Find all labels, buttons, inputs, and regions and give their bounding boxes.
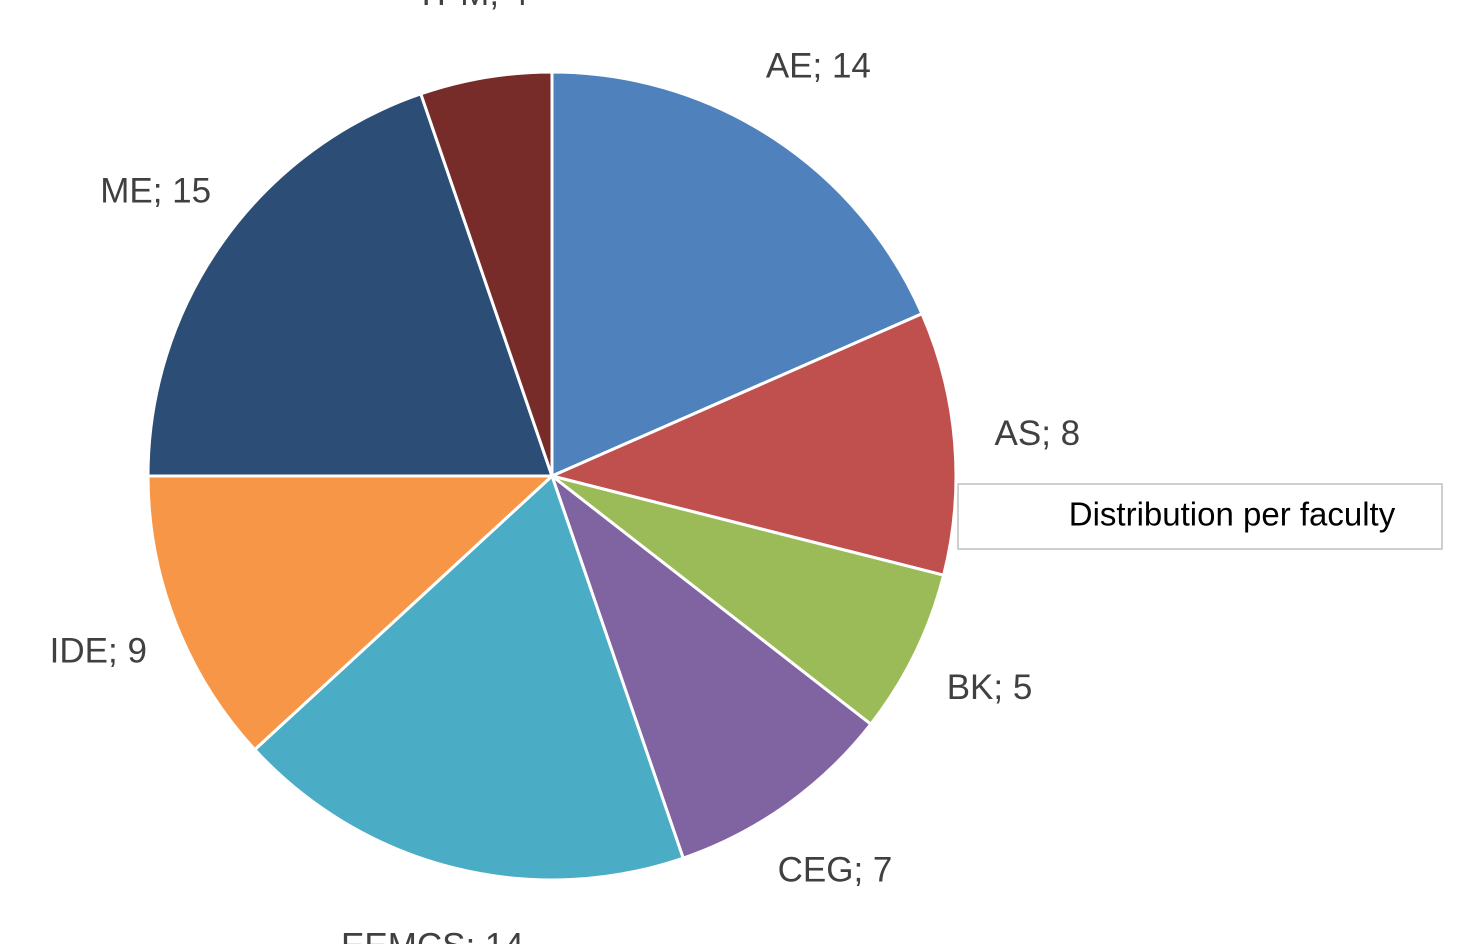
chart-title: Distribution per faculty bbox=[1069, 496, 1396, 533]
pie-slice bbox=[419, 70, 554, 478]
data-label: TPM; 4 bbox=[415, 0, 528, 13]
data-label: AS; 8 bbox=[995, 414, 1081, 453]
pie-slice bbox=[550, 474, 873, 860]
pie-slice bbox=[550, 474, 946, 726]
data-label: IDE; 9 bbox=[50, 631, 147, 670]
pie-slice bbox=[146, 92, 554, 478]
pie-slice bbox=[253, 474, 685, 882]
data-label: AE; 14 bbox=[766, 47, 871, 86]
title-box bbox=[957, 483, 1443, 550]
pie-slice bbox=[550, 70, 924, 478]
data-label: ME; 15 bbox=[100, 171, 211, 210]
data-label: CEG; 7 bbox=[778, 851, 893, 890]
data-label: BK; 5 bbox=[947, 668, 1033, 707]
pie-slice bbox=[550, 312, 958, 577]
data-label: EEMCS; 14 bbox=[341, 926, 524, 944]
pie-slice bbox=[146, 474, 554, 752]
